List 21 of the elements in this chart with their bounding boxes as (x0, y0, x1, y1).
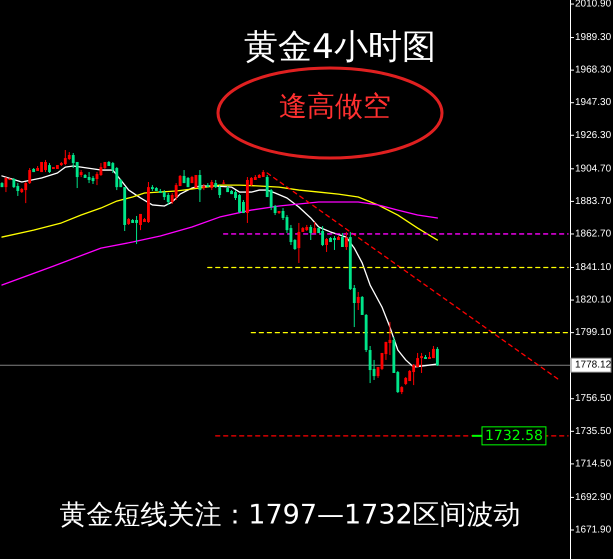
y-tick-label: 1692.90 (575, 492, 612, 503)
y-tick-label: 1968.30 (575, 64, 612, 76)
y-tick-label: 2010.90 (575, 0, 612, 10)
annotation: 黄金短线关注：1797—1732区间波动 (59, 500, 521, 530)
title: 黄金4小时图 (244, 27, 436, 67)
y-tick-label: 1820.10 (575, 294, 612, 306)
annotation: 1732.58 (485, 428, 543, 444)
y-tick-label: 1799.10 (575, 327, 612, 338)
y-tick-label: 1671.90 (575, 524, 612, 536)
y-tick-label: 1883.70 (575, 196, 612, 207)
y-tick-label: 1735.50 (575, 426, 612, 437)
y-tick-label: 1947.30 (575, 97, 612, 108)
annotation: 逢高做空 (279, 90, 391, 122)
y-tick-label: 1904.70 (575, 163, 612, 174)
y-tick-label: 1989.30 (575, 32, 612, 44)
y-tick-label: 1926.30 (575, 130, 612, 141)
ref-line-label: 1778.12 (575, 360, 612, 371)
y-tick-label: 1841.10 (575, 262, 612, 273)
y-tick-label: 1756.50 (575, 393, 612, 404)
y-tick-label: 1714.50 (575, 458, 612, 470)
y-tick-label: 1862.70 (575, 228, 612, 240)
